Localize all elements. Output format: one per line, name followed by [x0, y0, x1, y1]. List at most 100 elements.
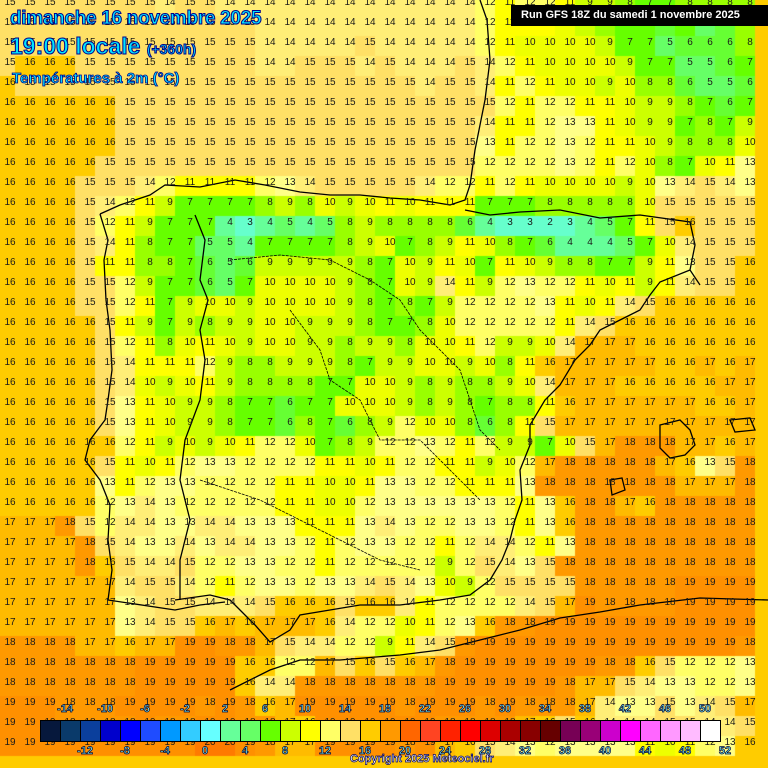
grid-value: 15: [704, 237, 716, 248]
grid-value: 15: [284, 137, 296, 148]
grid-value: 12: [464, 557, 476, 568]
grid-value: 14: [284, 37, 296, 48]
grid-value: 11: [364, 477, 376, 488]
grid-value: 10: [584, 37, 596, 48]
grid-value: 19: [144, 697, 156, 708]
grid-value: 11: [584, 97, 596, 108]
grid-value: 11: [404, 637, 416, 648]
grid-value: 17: [64, 577, 76, 588]
legend-swatch: [621, 721, 641, 741]
grid-value: 9: [347, 277, 353, 288]
grid-value: 19: [724, 617, 736, 628]
grid-value: 14: [724, 177, 736, 188]
grid-value: 10: [364, 457, 376, 468]
grid-value: 14: [484, 77, 496, 88]
grid-value: 11: [504, 0, 516, 8]
grid-value: 11: [124, 317, 136, 328]
grid-value: 15: [64, 37, 76, 48]
grid-value: 16: [24, 357, 36, 368]
grid-value: 15: [384, 137, 396, 148]
grid-value: 19: [444, 697, 456, 708]
grid-value: 11: [124, 237, 136, 248]
grid-value: 19: [684, 637, 696, 648]
grid-value: 16: [704, 377, 716, 388]
grid-value: 11: [244, 177, 256, 188]
grid-value: 16: [64, 237, 76, 248]
grid-value: 12: [464, 597, 476, 608]
grid-value: 19: [184, 637, 196, 648]
grid-value: 18: [604, 537, 616, 548]
grid-value: 15: [204, 97, 216, 108]
grid-value: 16: [24, 57, 36, 68]
grid-value: 17: [604, 397, 616, 408]
grid-value: 19: [424, 737, 436, 748]
grid-value: 15: [64, 17, 76, 28]
grid-value: 9: [607, 77, 613, 88]
grid-value: 17: [704, 357, 716, 368]
grid-value: 19: [544, 637, 556, 648]
grid-value: 3: [527, 217, 533, 228]
grid-value: 12: [304, 577, 316, 588]
grid-value: 18: [624, 517, 636, 528]
grid-value: 13: [124, 397, 136, 408]
grid-value: 14: [724, 717, 736, 728]
grid-value: 13: [344, 577, 356, 588]
grid-value: 7: [187, 237, 193, 248]
grid-value: 12: [404, 457, 416, 468]
grid-value: 18: [44, 657, 56, 668]
legend-label-bottom: 8: [281, 745, 289, 758]
grid-value: 17: [624, 337, 636, 348]
grid-value: 11: [124, 477, 136, 488]
grid-value: 19: [464, 697, 476, 708]
grid-value: 16: [4, 457, 16, 468]
grid-value: 15: [224, 57, 236, 68]
grid-value: 17: [604, 417, 616, 428]
grid-value: 15: [464, 57, 476, 68]
grid-value: 9: [367, 237, 373, 248]
grid-value: 7: [267, 237, 273, 248]
grid-value: 18: [324, 677, 336, 688]
grid-value: 15: [284, 157, 296, 168]
grid-value: 15: [264, 597, 276, 608]
grid-value: 12: [544, 137, 556, 148]
grid-value: 10: [564, 77, 576, 88]
grid-value: 14: [244, 0, 256, 8]
grid-value: 15: [384, 57, 396, 68]
grid-value: 16: [4, 317, 16, 328]
grid-value: 15: [224, 117, 236, 128]
grid-value: 11: [164, 357, 176, 368]
grid-value: 14: [104, 237, 116, 248]
grid-value: 17: [704, 437, 716, 448]
grid-value: 17: [564, 597, 576, 608]
grid-value: 12: [204, 557, 216, 568]
grid-value: 16: [484, 617, 496, 628]
grid-value: 19: [704, 637, 716, 648]
grid-value: 14: [324, 0, 336, 8]
legend-label-top: 38: [578, 703, 592, 716]
grid-value: 15: [364, 177, 376, 188]
grid-value: 9: [327, 337, 333, 348]
grid-value: 12: [224, 477, 236, 488]
grid-value: 13: [524, 557, 536, 568]
grid-value: 7: [647, 237, 653, 248]
grid-value: 17: [624, 357, 636, 368]
grid-value: 13: [624, 697, 636, 708]
grid-value: 19: [344, 697, 356, 708]
grid-value: 10: [624, 77, 636, 88]
legend-label-bottom: 16: [358, 745, 372, 758]
grid-value: 13: [744, 657, 756, 668]
grid-value: 7: [327, 417, 333, 428]
grid-value: 14: [124, 517, 136, 528]
grid-value: 11: [224, 577, 236, 588]
grid-value: 13: [144, 537, 156, 548]
grid-value: 18: [44, 677, 56, 688]
legend-swatch: [281, 721, 301, 741]
grid-value: 15: [104, 17, 116, 28]
grid-value: 11: [324, 557, 336, 568]
grid-value: 12: [544, 0, 556, 8]
grid-value: 15: [444, 637, 456, 648]
grid-value: 10: [384, 377, 396, 388]
grid-value: 16: [64, 217, 76, 228]
grid-value: 9: [207, 397, 213, 408]
grid-value: 14: [304, 37, 316, 48]
